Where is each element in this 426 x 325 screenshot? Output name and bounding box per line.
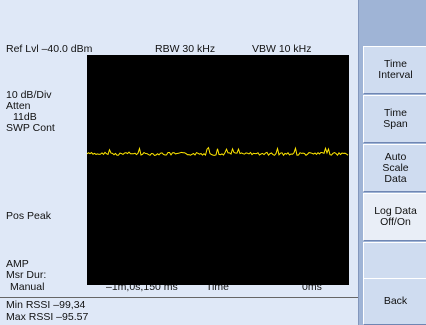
- rbw-label: RBW 30 kHz: [155, 43, 216, 55]
- sweep-mode-label: SWP Cont: [6, 122, 55, 134]
- min-rssi-readout: Min RSSI –99,34: [6, 299, 86, 311]
- msr-dur-value: Manual: [10, 281, 45, 293]
- main-panel: Ref Lvl –40.0 dBm RBW 30 kHz VBW 10 kHz …: [0, 0, 358, 325]
- time-axis-label: Time: [206, 281, 229, 293]
- atten-label: Atten: [6, 100, 31, 112]
- time-axis-start: –1m,0s,150 ms: [106, 281, 178, 293]
- softkey-sidebar: Time Interval Time Span Auto Scale Data …: [358, 0, 426, 325]
- amp-label: AMP: [6, 258, 29, 270]
- msr-dur-label: Msr Dur:: [6, 269, 47, 281]
- divider-line: [0, 297, 358, 298]
- time-span-button[interactable]: Time Span: [363, 95, 426, 143]
- atten-value: 11dB: [13, 111, 37, 123]
- vbw-label: VBW 10 kHz: [252, 43, 312, 55]
- signal-trace: [87, 146, 349, 157]
- trace-svg: [87, 146, 349, 157]
- time-interval-button[interactable]: Time Interval: [363, 46, 426, 94]
- back-button[interactable]: Back: [363, 278, 426, 325]
- trace-display: [87, 55, 349, 285]
- detector-label: Pos Peak: [6, 210, 51, 222]
- auto-scale-data-button[interactable]: Auto Scale Data: [363, 144, 426, 192]
- time-axis-end: 0ms: [302, 281, 322, 293]
- scale-label: 10 dB/Div: [6, 89, 52, 101]
- ref-level-label: Ref Lvl –40.0 dBm: [6, 43, 93, 55]
- log-data-toggle-button[interactable]: Log Data Off/On: [363, 193, 426, 241]
- max-rssi-readout: Max RSSI –95.57: [6, 311, 89, 323]
